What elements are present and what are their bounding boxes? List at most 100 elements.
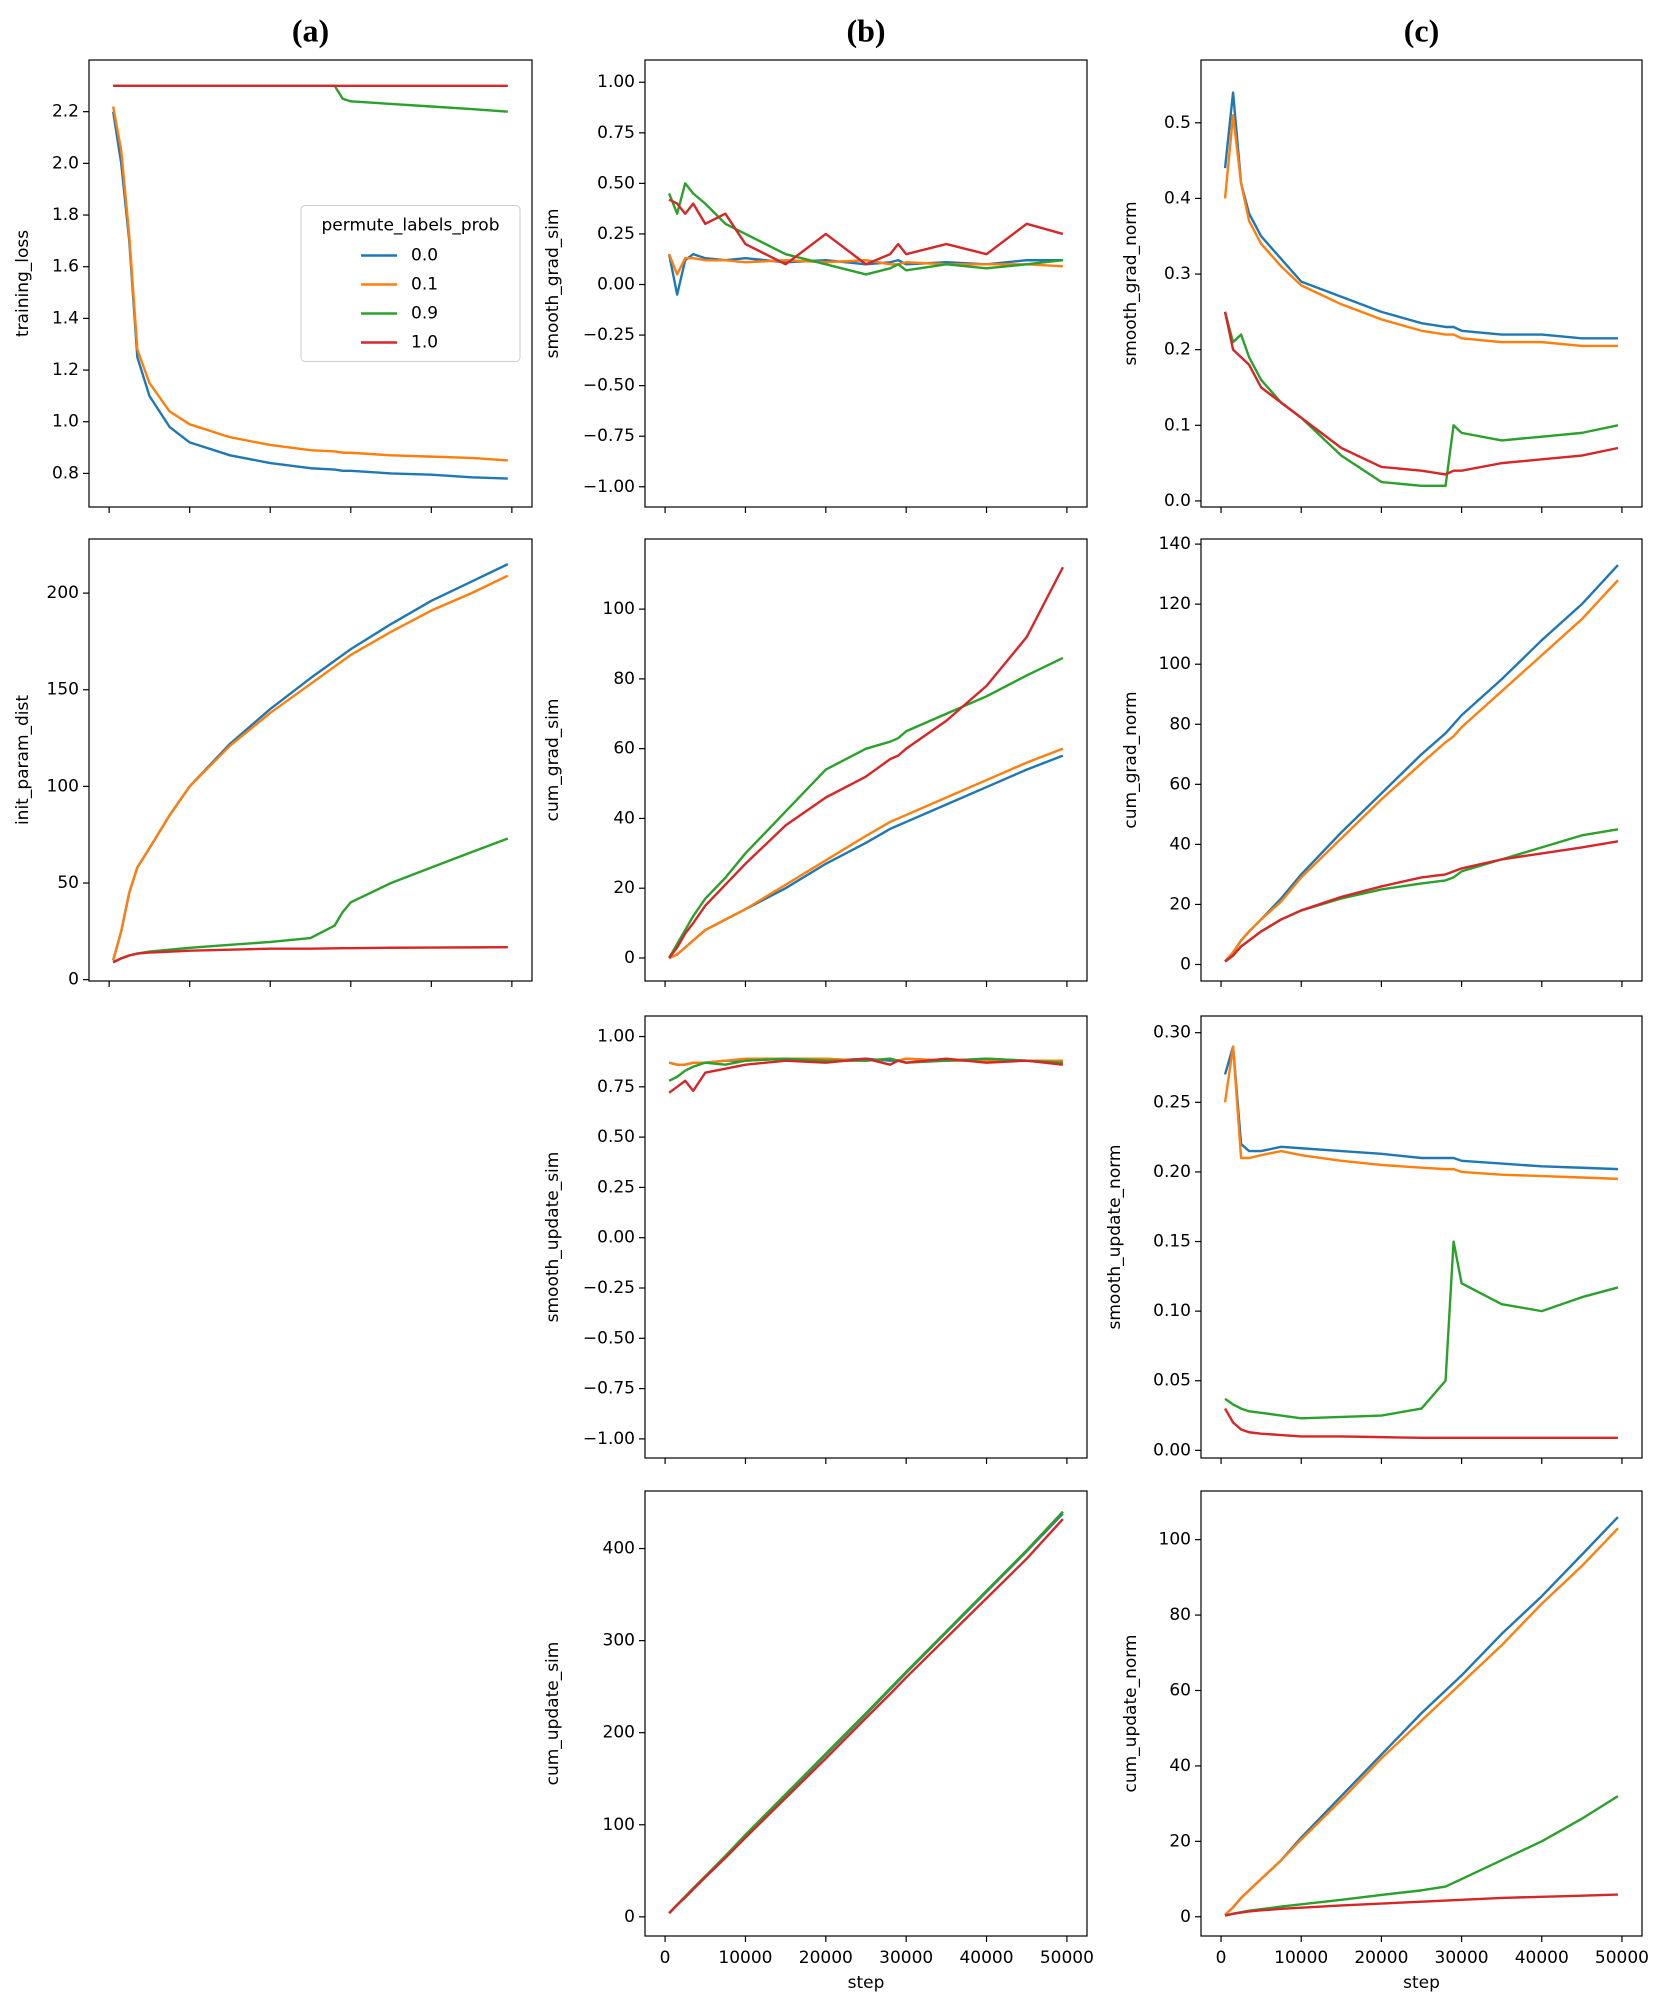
y-tick-label: −0.25 — [583, 1278, 635, 1298]
series-line — [668, 198, 1064, 266]
legend-title: permute_labels_prob — [322, 216, 500, 236]
y-tick-label: −0.50 — [583, 1328, 635, 1348]
x-tick-label: 40000 — [1515, 1948, 1569, 1968]
series-line — [668, 747, 1064, 960]
y-tick-label: 120 — [1159, 594, 1191, 614]
y-tick-label: 100 — [1159, 654, 1191, 674]
series-line — [1224, 1240, 1619, 1420]
series-line — [112, 945, 508, 964]
y-axis-label: init_param_dist — [13, 695, 33, 825]
y-tick-label: 150 — [47, 680, 79, 700]
column-title: (b) — [846, 12, 885, 48]
y-tick-label: 200 — [47, 583, 79, 603]
y-tick-label: 80 — [613, 669, 635, 689]
y-tick-label: 400 — [603, 1539, 635, 1559]
y-axis-label: cum_update_sim — [543, 1642, 563, 1786]
plot-frame — [644, 1015, 1088, 1459]
y-tick-label: 80 — [1169, 714, 1191, 734]
series-line — [668, 1510, 1064, 1915]
x-tick-label: 40000 — [959, 1948, 1013, 1968]
y-tick-label: 20 — [613, 878, 635, 898]
y-tick-label: 0 — [1180, 954, 1191, 974]
series-line — [1224, 840, 1619, 963]
y-tick-label: 0.0 — [1164, 491, 1191, 511]
series-line — [1224, 1893, 1618, 1917]
y-tick-label: 0.50 — [597, 1127, 635, 1147]
y-tick-label: 0.30 — [1153, 1023, 1191, 1043]
y-tick-label: 0.5 — [1164, 113, 1191, 133]
x-tick-label: 0 — [1216, 1948, 1227, 1968]
y-tick-label: 0.75 — [597, 123, 635, 143]
y-tick-label: 0 — [68, 970, 79, 990]
series-line — [668, 656, 1064, 959]
y-tick-label: 0.05 — [1153, 1371, 1191, 1391]
y-tick-label: 1.0 — [52, 412, 79, 432]
y-tick-label: 0.20 — [1153, 1162, 1191, 1182]
y-tick-label: 0.8 — [52, 463, 79, 483]
series-line — [112, 563, 509, 961]
y-tick-label: 0.3 — [1164, 264, 1191, 284]
y-tick-label: 40 — [613, 808, 635, 828]
y-tick-label: −0.75 — [583, 1379, 635, 1399]
plot-frame — [1200, 1015, 1643, 1459]
series-line — [667, 253, 1063, 276]
y-tick-label: 0.25 — [597, 1177, 635, 1197]
y-axis-label: smooth_update_sim — [543, 1152, 563, 1323]
column-title: (a) — [292, 12, 329, 48]
y-tick-label: 100 — [1159, 1530, 1191, 1550]
plot-frame — [88, 59, 533, 508]
y-tick-label: 1.00 — [597, 72, 635, 92]
y-tick-label: 80 — [1169, 1605, 1191, 1625]
legend-box — [300, 205, 521, 362]
series-line — [1223, 311, 1619, 488]
plot-frame — [88, 538, 533, 982]
x-axis-label: step — [848, 1973, 885, 1993]
plot-frame — [644, 59, 1088, 508]
series-line — [668, 1518, 1064, 1915]
y-tick-label: 300 — [603, 1631, 635, 1651]
legend-label: 0.1 — [411, 275, 438, 295]
y-tick-label: 140 — [1159, 534, 1191, 554]
y-tick-label: 60 — [1169, 774, 1191, 794]
y-tick-label: 0.75 — [597, 1077, 635, 1097]
y-tick-label: −0.25 — [583, 325, 635, 345]
y-tick-label: 0.25 — [597, 224, 635, 244]
y-tick-label: 1.00 — [597, 1027, 635, 1047]
y-tick-label: −0.50 — [583, 376, 635, 396]
series-line — [1224, 579, 1619, 963]
y-tick-label: 0 — [624, 1907, 635, 1927]
y-tick-label: 20 — [1169, 1831, 1191, 1851]
y-tick-label: 20 — [1169, 894, 1191, 914]
y-tick-label: 0.00 — [597, 1228, 635, 1248]
series-line — [667, 182, 1064, 276]
plot-frame — [644, 538, 1088, 982]
y-tick-label: 0.25 — [1153, 1092, 1191, 1112]
y-axis-label: cum_update_norm — [1121, 1634, 1141, 1792]
y-axis-label: cum_grad_norm — [1121, 691, 1141, 828]
y-tick-label: 1.8 — [52, 205, 79, 225]
y-tick-label: 0.00 — [1153, 1440, 1191, 1460]
y-tick-label: 2.0 — [52, 153, 79, 173]
series-line — [1223, 91, 1618, 340]
y-tick-label: 1.4 — [52, 308, 79, 328]
series-line — [111, 106, 508, 462]
y-tick-label: 50 — [57, 873, 79, 893]
legend-label: 1.0 — [411, 333, 438, 353]
y-tick-label: 100 — [603, 599, 635, 619]
y-tick-label: 2.2 — [52, 102, 79, 122]
series-line — [112, 574, 509, 961]
y-tick-label: 1.2 — [52, 360, 79, 380]
y-tick-label: 60 — [1169, 1680, 1191, 1700]
x-tick-label: 20000 — [1354, 1948, 1408, 1968]
column-title: (c) — [1404, 12, 1440, 48]
series-line — [1223, 114, 1618, 348]
y-tick-label: 0.2 — [1164, 340, 1191, 360]
x-tick-label: 0 — [660, 1948, 671, 1968]
y-axis-label: smooth_grad_norm — [1121, 201, 1141, 365]
x-tick-label: 20000 — [799, 1948, 853, 1968]
series-line — [112, 837, 509, 964]
y-axis-label: cum_grad_sim — [543, 699, 563, 822]
series-line — [1223, 1045, 1618, 1171]
series-line — [668, 1057, 1064, 1094]
x-tick-label: 30000 — [1435, 1948, 1489, 1968]
